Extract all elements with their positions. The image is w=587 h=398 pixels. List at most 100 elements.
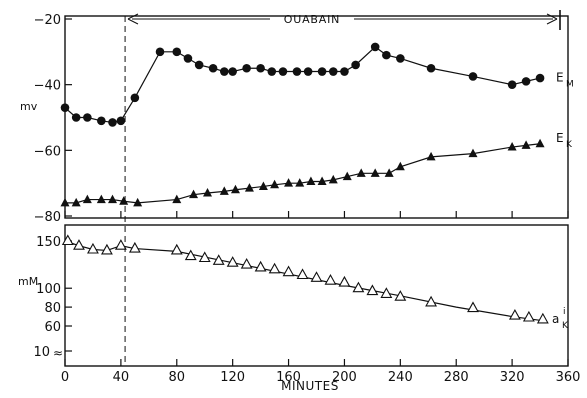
em-series-point <box>71 113 81 122</box>
lower-series <box>61 234 549 324</box>
em-series-point <box>219 67 229 76</box>
ek-series-point <box>96 194 106 204</box>
upper-y-tick-label: −40 <box>34 79 61 94</box>
em-series-point <box>183 54 193 63</box>
upper-y-tick-label: −60 <box>34 144 61 159</box>
em-series-point <box>292 67 302 76</box>
em-series-point <box>256 63 265 73</box>
aki-series-point <box>467 301 479 313</box>
ek-series-point <box>203 188 213 197</box>
aki-series-point <box>61 234 74 246</box>
x-ticks: 0 40 80 120 160 200 240 280 320 360 <box>61 211 580 385</box>
ek-series-point <box>356 168 366 177</box>
lower-y-break-tick-label: 10 <box>33 345 50 360</box>
aki-series-point <box>380 287 393 298</box>
x-tick-label: 80 <box>169 370 186 385</box>
em-series-label-main: E <box>556 70 564 84</box>
aki-series-point <box>268 262 281 274</box>
ek-series-point <box>395 161 405 171</box>
ek-series-point <box>507 142 517 151</box>
aki-series-point <box>73 239 85 250</box>
ek-series-point <box>295 178 305 187</box>
ek-series-label-sub: K <box>566 140 573 150</box>
upper-panel: −80−60−40−20 mv OUABAIN E ME K <box>20 10 574 225</box>
aki-series-point <box>184 249 197 261</box>
aki-series-point <box>240 257 253 269</box>
aki-series-point <box>324 274 337 285</box>
ek-series-point <box>108 194 118 204</box>
x-axis-label: MINUTES <box>281 379 339 393</box>
upper-y-unit: mv <box>20 100 38 113</box>
em-series-point <box>116 116 126 126</box>
lower-y-tick-label: 150 <box>36 235 61 250</box>
aki-series-point <box>352 281 365 293</box>
upper-series-labels: E ME K <box>556 70 574 150</box>
em-series-point <box>97 116 106 126</box>
em-series-point <box>228 67 237 76</box>
em-series-point <box>426 63 436 73</box>
x-tick-label: 40 <box>113 370 130 385</box>
em-series-label-sub: M <box>566 79 574 89</box>
aki-series-point <box>198 251 211 263</box>
ek-series-point <box>468 148 478 158</box>
em-series-point <box>242 63 251 73</box>
ek-series-point <box>521 140 531 149</box>
lower-series-labels: a Ki <box>552 307 569 331</box>
ek-series-label-main: E <box>556 131 564 145</box>
em-series-point <box>155 47 165 57</box>
em-series-point <box>278 67 288 76</box>
aki-series-point <box>425 295 438 307</box>
em-series-point <box>328 67 338 76</box>
em-series-point <box>303 67 313 76</box>
ek-series-point <box>71 197 81 207</box>
ouabain-label: OUABAIN <box>284 13 340 26</box>
ek-series-point <box>342 171 352 181</box>
em-series-point <box>83 113 92 122</box>
x-tick-label: 240 <box>388 370 413 385</box>
em-series-point <box>317 67 327 76</box>
ek-series-point <box>60 197 70 207</box>
upper-y-tick-label: −20 <box>34 13 61 28</box>
em-series-point <box>172 47 182 57</box>
aki-series-line <box>64 240 541 321</box>
upper-series <box>60 42 545 207</box>
ek-series-point <box>133 197 143 207</box>
lower-y-tick-label: 60 <box>44 320 61 335</box>
ek-series-point <box>189 189 199 199</box>
ouabain-annotation: OUABAIN <box>127 10 561 30</box>
ek-series-point <box>230 184 240 194</box>
x-tick-label: 120 <box>220 370 245 385</box>
ek-series-point <box>82 194 92 204</box>
lower-y-ticks: 60 80 100 150 10 <box>33 235 72 360</box>
em-series-point <box>208 63 218 73</box>
em-series-point <box>396 54 405 63</box>
lower-y-tick-label: 80 <box>44 301 61 316</box>
em-series-point <box>60 103 70 112</box>
aki-series-point <box>87 242 99 254</box>
ek-series-point <box>284 178 294 187</box>
aki-series-point <box>296 268 309 280</box>
aki-series-point <box>226 256 239 267</box>
ek-series-point <box>384 168 394 177</box>
lower-y-unit: mM <box>18 275 38 288</box>
ek-series-point <box>172 194 182 204</box>
ouabain-arrowhead-left <box>127 13 139 25</box>
ek-series-point <box>244 183 254 192</box>
x-tick-label: 320 <box>500 370 525 385</box>
em-series-point <box>468 72 478 81</box>
x-tick-label: 0 <box>61 370 69 385</box>
ek-series-point <box>535 138 545 148</box>
upper-y-tick-label: −80 <box>34 210 61 225</box>
ek-series-point <box>426 151 436 161</box>
aki-series-point <box>394 290 407 301</box>
aki-series-point <box>366 284 379 296</box>
ek-series-line <box>65 143 541 204</box>
ek-series-point <box>258 181 268 190</box>
aki-series-point <box>536 312 549 324</box>
em-series-point <box>382 50 391 60</box>
em-series-point <box>521 77 531 86</box>
